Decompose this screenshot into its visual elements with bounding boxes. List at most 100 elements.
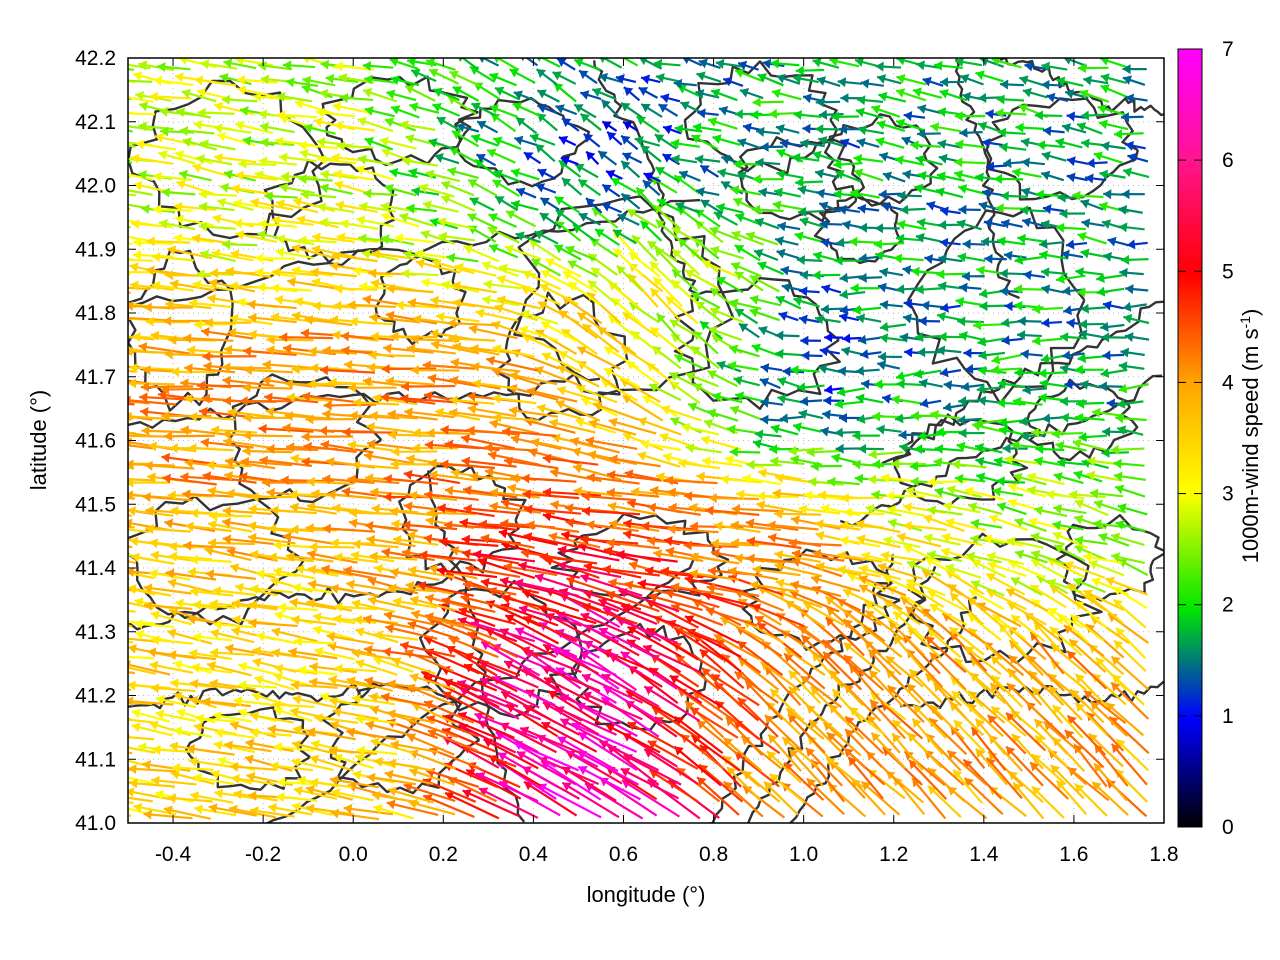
wind-vector (581, 673, 644, 704)
wind-vector (1118, 361, 1145, 372)
wind-vector (407, 298, 458, 310)
wind-vector (670, 582, 724, 596)
wind-vector (917, 347, 942, 358)
y-tick-label: 41.4 (75, 557, 116, 580)
wind-vector (447, 166, 479, 180)
wind-vector (292, 694, 337, 709)
wind-vector (1073, 470, 1103, 483)
wind-vector (745, 231, 779, 246)
wind-vector (309, 541, 355, 552)
wind-vector (957, 415, 982, 426)
wind-vector (466, 425, 520, 436)
wind-vector (773, 187, 801, 198)
wind-vector (224, 643, 274, 657)
wind-vector (565, 245, 596, 261)
wind-vector (364, 521, 418, 532)
wind-vector (844, 728, 883, 768)
wind-vector (1014, 517, 1047, 533)
wind-vector (448, 407, 498, 420)
wind-vector (738, 322, 760, 339)
wind-vector (757, 261, 784, 276)
wind-vector (1113, 129, 1144, 140)
wind-vector (990, 674, 1024, 708)
wind-vector (404, 407, 455, 419)
colorbar-tick-label: 6 (1222, 149, 1234, 172)
wind-vector (470, 619, 535, 643)
contour-line (737, 136, 865, 223)
wind-vector (426, 427, 476, 438)
wind-vector (366, 534, 416, 548)
wind-vector (783, 652, 826, 690)
wind-vector (348, 507, 396, 518)
wind-vector (734, 391, 765, 403)
wind-vector (1100, 321, 1125, 332)
wind-vector (800, 335, 821, 346)
wind-vector (879, 267, 904, 278)
wind-vector (1117, 503, 1148, 516)
wind-vector (277, 602, 319, 613)
wind-vector (857, 443, 884, 454)
wind-vector (837, 565, 881, 578)
wind-vector (536, 89, 560, 103)
wind-vector (746, 459, 782, 470)
wind-vector (287, 277, 336, 290)
wind-vector (599, 58, 623, 69)
wind-vector (1006, 536, 1044, 549)
wind-vector (229, 313, 273, 326)
wind-vector (291, 740, 338, 756)
wind-vector (1118, 383, 1150, 394)
wind-vector (309, 754, 354, 772)
wind-vector (537, 300, 580, 325)
wind-vector (380, 392, 436, 405)
wind-vector (948, 626, 985, 656)
wind-vector (425, 58, 456, 71)
wind-vector (1110, 552, 1146, 565)
wind-vector (499, 576, 561, 596)
y-tick-label: 41.2 (75, 685, 116, 708)
wind-vector (440, 459, 496, 470)
wind-vector (696, 71, 722, 83)
wind-vector (498, 263, 537, 277)
wind-vector (810, 574, 861, 593)
wind-vector (624, 580, 679, 597)
wind-vector (727, 360, 759, 371)
wind-vector (331, 152, 373, 163)
wind-vector (369, 551, 418, 562)
wind-vector (1045, 489, 1085, 500)
wind-vector (891, 394, 922, 405)
wind-vector (382, 647, 437, 660)
wind-vector (128, 620, 156, 625)
wind-vector (128, 637, 156, 643)
wind-vector (580, 573, 643, 597)
wind-vector (865, 504, 902, 517)
wind-vector (446, 252, 479, 263)
wind-vector (271, 627, 318, 643)
wind-vector (1118, 222, 1145, 233)
wind-vector (1030, 532, 1065, 546)
wind-vector (247, 532, 296, 545)
wind-vector (142, 492, 193, 503)
wind-vector (309, 777, 353, 789)
wind-vector (605, 723, 661, 754)
wind-vector (1073, 577, 1106, 594)
wind-vector (248, 312, 297, 324)
wind-vector (390, 740, 439, 754)
wind-vector (503, 456, 559, 470)
wind-vector (634, 136, 661, 147)
wind-vector (983, 534, 1023, 547)
x-tick-label: 1.4 (969, 843, 999, 866)
colorbar-label-sup: -1 (1237, 316, 1253, 329)
wind-vector (242, 446, 293, 457)
wind-vector (904, 605, 945, 641)
wind-vector (857, 125, 885, 136)
wind-vector (518, 561, 581, 579)
wind-vector (333, 753, 374, 769)
wind-vector (534, 366, 581, 387)
wind-vector (775, 348, 803, 359)
wind-vector (1034, 505, 1068, 518)
wind-vector (938, 331, 966, 342)
wind-vector (470, 361, 521, 373)
wind-vector (405, 581, 454, 595)
wind-vector (990, 364, 1022, 375)
wind-vector (883, 535, 921, 549)
